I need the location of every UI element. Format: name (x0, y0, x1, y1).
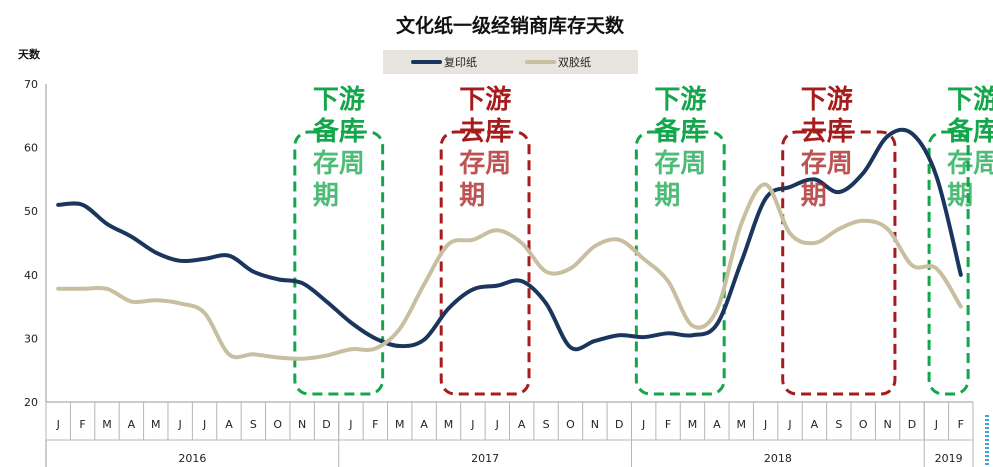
x-tick-label: A (128, 418, 136, 431)
y-tick-label: 70 (24, 78, 38, 91)
series-line-1 (56, 127, 963, 352)
x-tick-label: O (566, 418, 575, 431)
annotation-text-3: 备库 (653, 117, 706, 147)
y-tick-label: 40 (24, 269, 38, 282)
y-tick-label: 30 (24, 332, 38, 345)
annotation-text-4: 存周 (801, 149, 853, 179)
y-tick-label: 60 (24, 142, 38, 155)
x-tick-label: M (102, 418, 112, 431)
x-tick-label: D (908, 418, 916, 431)
y-tick-label: 50 (24, 205, 38, 218)
x-tick-label: N (884, 418, 892, 431)
x-tick-label: J (641, 418, 645, 431)
annotation-text-5: 存周 (947, 149, 993, 179)
x-year-label: 2016 (178, 452, 206, 465)
annotation-text-5: 备库 (946, 117, 993, 147)
x-tick-label: D (615, 418, 623, 431)
annotation-box-5 (927, 130, 970, 396)
annotation-text-2: 去库 (459, 117, 511, 147)
x-tick-label: M (737, 418, 747, 431)
series-lines (56, 127, 963, 361)
annotation-text-3: 下游 (654, 85, 706, 115)
x-tick-label: F (665, 418, 671, 431)
x-tick-label: M (688, 418, 698, 431)
legend: 复印纸 双胶纸 (383, 50, 638, 74)
annotation-text-5: 期 (947, 181, 973, 211)
x-tick-label: J (763, 418, 767, 431)
x-year-label: 2018 (764, 452, 792, 465)
y-tick-label: 20 (24, 396, 38, 409)
annotation-text-4: 去库 (801, 117, 853, 147)
x-tick-label: J (495, 418, 499, 431)
x-tick-label: M (444, 418, 454, 431)
x-tick-label: O (273, 418, 282, 431)
x-tick-label: A (811, 418, 819, 431)
x-tick-label: A (713, 418, 721, 431)
annotation-text-5: 下游 (947, 85, 993, 115)
legend-label-series-1: 复印纸 (444, 55, 477, 69)
annotation-text-2: 期 (459, 181, 485, 211)
x-tick-label: J (348, 418, 352, 431)
annotation-text-4: 下游 (801, 85, 853, 115)
annotation-box-4 (781, 130, 897, 396)
x-tick-label: J (787, 418, 791, 431)
annotation-text-3: 存周 (654, 149, 706, 179)
x-year-label: 2017 (471, 452, 499, 465)
x-tick-label: J (178, 418, 182, 431)
x-tick-label: F (958, 418, 964, 431)
x-tick-label: M (395, 418, 405, 431)
annotation-text-1: 下游 (313, 85, 365, 115)
annotation-text-2: 存周 (459, 149, 511, 179)
annotation-text-2: 下游 (459, 85, 511, 115)
x-tick-label: S (250, 418, 257, 431)
annotation-text-1: 存周 (313, 149, 365, 179)
x-tick-label: N (591, 418, 599, 431)
series-line-2 (56, 182, 963, 361)
x-tick-label: A (225, 418, 233, 431)
annotation-box-2 (439, 130, 531, 396)
legend-label-series-2: 双胶纸 (558, 55, 591, 69)
annotation-text-4: 期 (801, 181, 827, 211)
annotation-boxes (293, 130, 970, 396)
chart-title: 文化纸一级经销商库存天数 (396, 14, 625, 37)
x-tick-label: J (934, 418, 938, 431)
axes: 20 30 40 50 60 70 J F M A M J J A S O N D J F M A M J J A S O N D J F M A… (24, 78, 974, 467)
x-tick-label: N (298, 418, 306, 431)
x-tick-label: A (420, 418, 428, 431)
x-tick-label: S (543, 418, 550, 431)
x-tick-label: A (518, 418, 526, 431)
x-tick-label: J (202, 418, 206, 431)
y-axis-unit-label: 天数 (18, 47, 41, 61)
x-tick-label: O (859, 418, 868, 431)
annotation-box-3 (634, 130, 726, 396)
x-year-label: 2019 (935, 452, 963, 465)
x-tick-label: F (372, 418, 378, 431)
annotation-box-1 (293, 130, 385, 396)
x-tick-label: S (835, 418, 842, 431)
x-tick-label: M (151, 418, 161, 431)
annotation-text-1: 期 (313, 181, 339, 211)
x-tick-label: J (56, 418, 60, 431)
annotation-text-1: 备库 (312, 117, 365, 147)
x-tick-label: J (470, 418, 474, 431)
x-tick-label: F (79, 418, 85, 431)
annotation-text-3: 期 (654, 181, 680, 211)
x-tick-label: D (322, 418, 330, 431)
